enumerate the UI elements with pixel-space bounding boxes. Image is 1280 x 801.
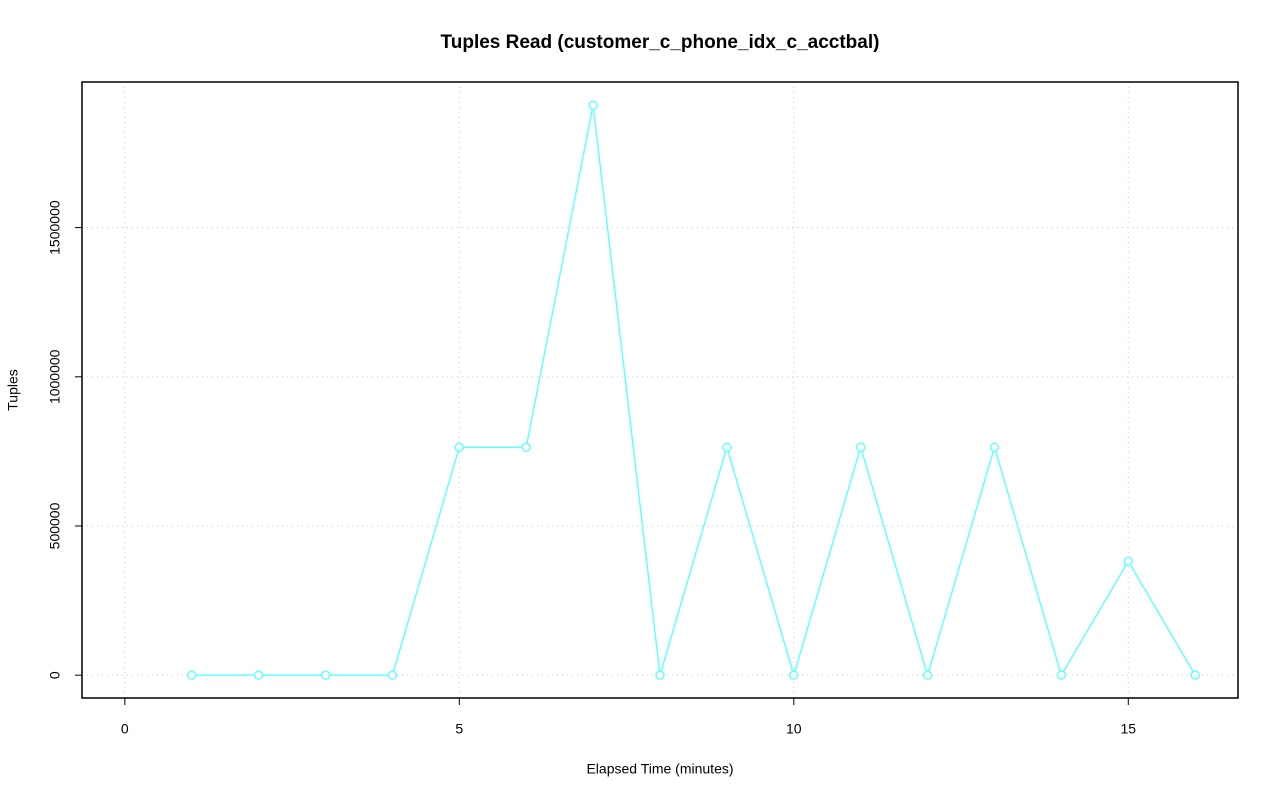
x-tick-label: 5 [455, 721, 463, 737]
y-tick-label: 0 [47, 671, 63, 679]
y-axis-label: Tuples [5, 369, 21, 411]
point [588, 100, 598, 111]
point [1190, 670, 1200, 680]
chart-title: Tuples Read (customer_c_phone_idx_c_acct… [441, 32, 880, 53]
point [1056, 670, 1067, 680]
x-tick-label: 15 [1120, 721, 1136, 737]
x-axis-label: Elapsed Time (minutes) [586, 761, 733, 777]
line [191, 105, 1196, 678]
point [320, 670, 331, 680]
y-tick-label: 1500000 [47, 200, 63, 255]
point [789, 670, 799, 680]
y-tick-label: 1000000 [47, 349, 63, 404]
point [655, 670, 665, 680]
y-tick-label: 500000 [47, 502, 63, 549]
x-tick-label: 0 [121, 721, 129, 737]
point [722, 442, 732, 452]
point [186, 670, 197, 680]
x-tick-label: 10 [786, 721, 802, 737]
point [989, 442, 1000, 452]
point [922, 670, 933, 680]
point [1123, 556, 1134, 566]
point [521, 442, 531, 452]
point [855, 442, 866, 452]
point [454, 442, 465, 452]
point [253, 670, 264, 680]
point [387, 670, 398, 680]
plot-frame [81, 81, 1239, 699]
